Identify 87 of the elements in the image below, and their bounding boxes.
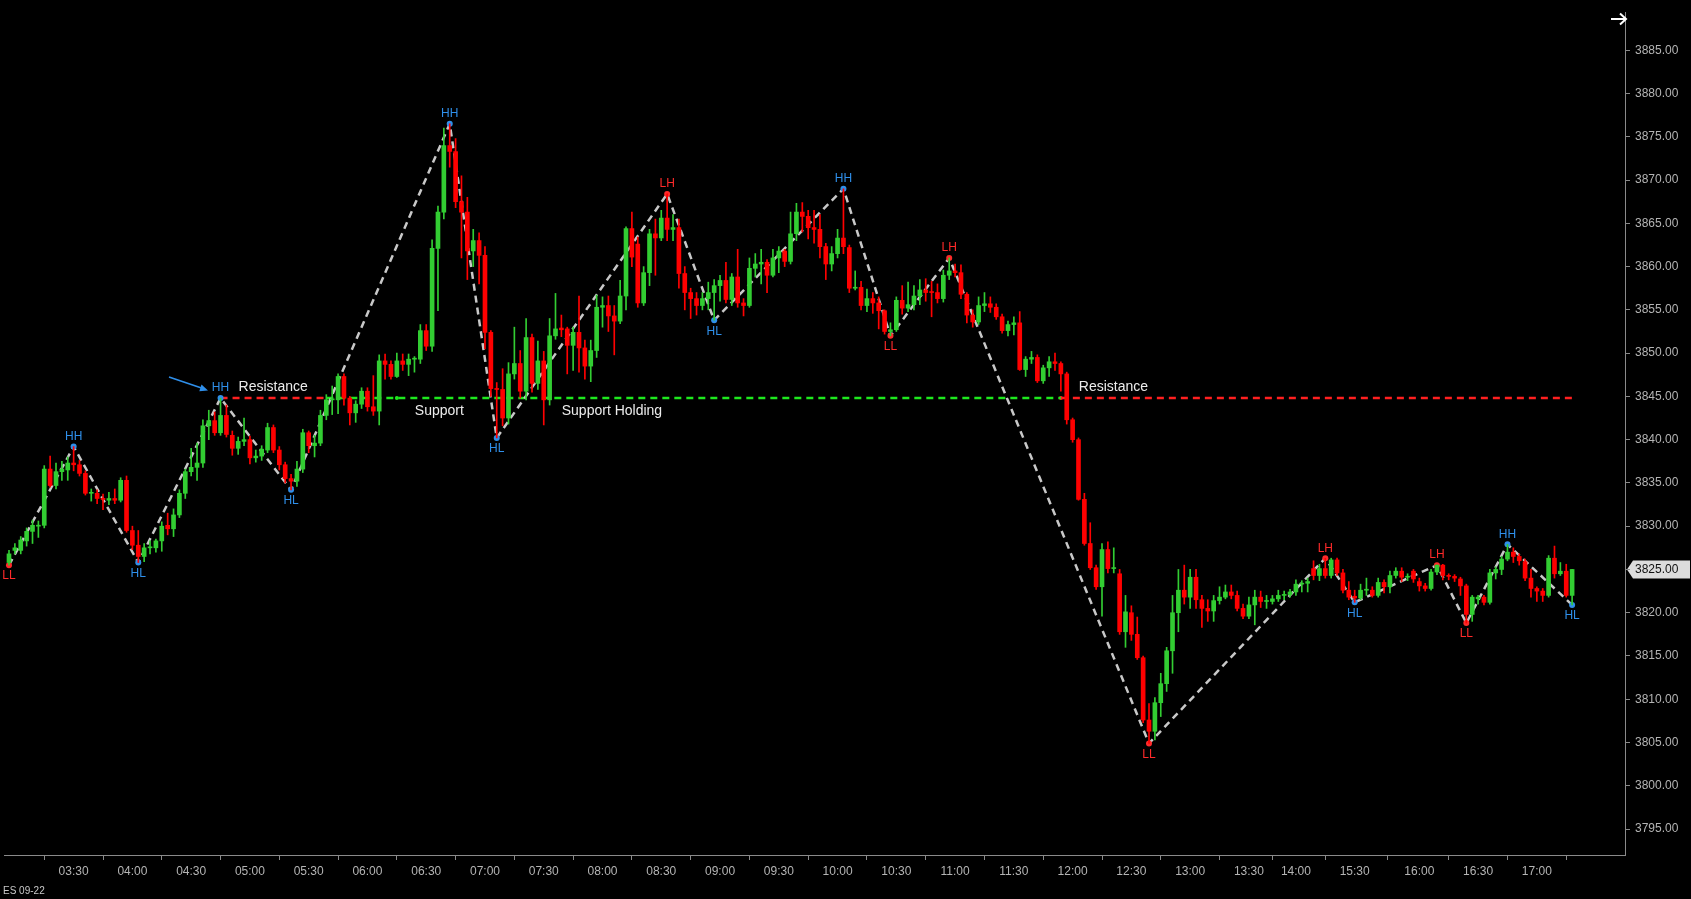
candlestick — [112, 488, 118, 505]
x-tick-label: 09:00 — [705, 863, 736, 878]
y-tick-label: 3875.00 — [1635, 129, 1679, 144]
y-tick-label: 3795.00 — [1635, 821, 1679, 836]
data-label: HL — [706, 323, 723, 338]
data-label: Support Holding — [561, 401, 663, 418]
candlestick — [776, 246, 782, 273]
x-tick-label: 16:30 — [1463, 863, 1494, 878]
candlestick — [852, 270, 858, 291]
data-label: HH — [441, 106, 459, 121]
candlestick — [611, 305, 617, 356]
data-label: HH — [64, 428, 83, 443]
candlestick — [899, 285, 905, 315]
x-tick-label: 08:30 — [646, 863, 677, 878]
y-tick-label: 3870.00 — [1635, 172, 1679, 187]
candlestick — [758, 248, 764, 285]
data-label: Resistance — [1078, 377, 1149, 394]
data-label: Resistance — [238, 377, 309, 394]
y-tick-label: 3855.00 — [1635, 302, 1679, 317]
x-tick-label: 13:30 — [1233, 863, 1265, 878]
data-label: HH — [834, 171, 853, 186]
candlestick — [670, 214, 676, 241]
x-tick-label: 06:30 — [411, 863, 442, 878]
candlestick — [106, 492, 112, 505]
x-tick-label: 10:30 — [881, 863, 912, 878]
x-tick-label: 11:30 — [999, 863, 1029, 878]
x-tick-label: 04:30 — [176, 863, 207, 878]
candlestick — [1052, 352, 1058, 371]
x-tick-label: 04:00 — [117, 863, 148, 878]
data-label: LH — [1317, 540, 1333, 555]
x-tick-label: 13:00 — [1175, 863, 1206, 878]
x-tick-label: 05:00 — [234, 863, 266, 878]
y-tick-label: 3825.00 — [1635, 561, 1679, 576]
candlestick — [400, 353, 406, 371]
data-label: HL — [1347, 605, 1363, 620]
candlestick — [253, 449, 259, 463]
data-label: HL — [130, 565, 147, 580]
x-tick-label: 16:00 — [1404, 863, 1435, 878]
data-label: HH — [1498, 526, 1517, 541]
candlestick — [100, 493, 106, 511]
y-tick-label: 3810.00 — [1635, 691, 1679, 706]
data-label: HL — [1564, 608, 1581, 623]
candlestick — [1111, 547, 1117, 574]
candlestick — [870, 292, 876, 314]
x-tick-label: 07:00 — [469, 863, 501, 878]
y-tick-label: 3820.00 — [1635, 605, 1679, 620]
x-tick-label: 05:30 — [293, 863, 325, 878]
x-tick-label: 15:30 — [1339, 863, 1371, 878]
candlestick — [1252, 589, 1258, 626]
x-tick-label: 17:00 — [1521, 863, 1553, 878]
x-tick-label: 12:30 — [1116, 863, 1147, 878]
data-label: HL — [489, 441, 505, 456]
candlestick — [147, 540, 153, 555]
y-tick-label: 3830.00 — [1635, 518, 1679, 533]
x-tick-label: 06:00 — [352, 863, 383, 878]
data-label: LL — [883, 339, 898, 354]
data-label: HL — [283, 493, 300, 508]
x-tick-label: 03:30 — [58, 863, 89, 878]
x-tick-label: 12:00 — [1057, 863, 1088, 878]
data-label: LL — [2, 568, 16, 583]
data-label: LH — [941, 240, 957, 255]
data-label: Support — [414, 401, 464, 418]
y-tick-label: 3840.00 — [1635, 431, 1679, 446]
y-tick-label: 3865.00 — [1635, 215, 1679, 230]
x-tick-label: 11:00 — [940, 863, 970, 878]
y-tick-label: 3805.00 — [1635, 734, 1679, 749]
x-tick-label: 07:30 — [528, 863, 560, 878]
data-label: LL — [1142, 746, 1157, 761]
candlestick — [1181, 564, 1187, 605]
x-tick-label: 10:00 — [822, 863, 853, 878]
y-tick-label: 3800.00 — [1635, 778, 1679, 793]
data-label: LH — [1429, 547, 1445, 562]
data-label: LL — [1459, 626, 1474, 641]
data-label: LH — [659, 176, 675, 191]
y-tick-label: 3885.00 — [1635, 42, 1679, 57]
x-tick-label: 14:00 — [1280, 863, 1312, 878]
text: ES 09-22 — [3, 885, 45, 896]
data-label: HH — [211, 380, 230, 395]
candlestick — [88, 488, 94, 502]
x-tick-label: 09:30 — [763, 863, 795, 878]
y-tick-label: 3860.00 — [1635, 258, 1679, 273]
x-tick-label: 08:00 — [587, 863, 618, 878]
y-tick-label: 3845.00 — [1635, 388, 1679, 403]
y-tick-label: 3835.00 — [1635, 475, 1679, 490]
y-tick-label: 3850.00 — [1635, 345, 1679, 360]
y-tick-label: 3815.00 — [1635, 648, 1679, 663]
y-tick-label: 3880.00 — [1635, 85, 1679, 100]
